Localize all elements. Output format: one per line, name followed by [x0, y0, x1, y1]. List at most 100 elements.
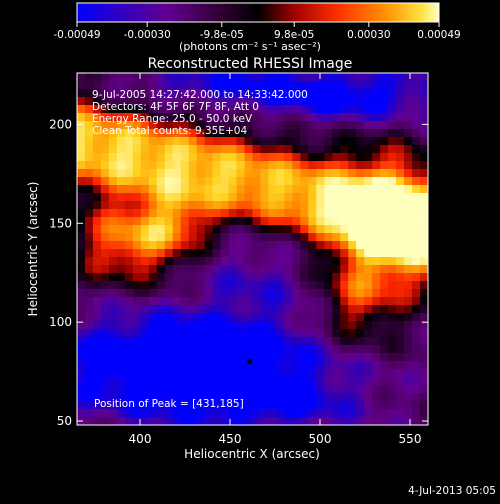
- heatmap-cell: [228, 137, 238, 146]
- heatmap-cell: [420, 209, 428, 218]
- heatmap-cell: [77, 401, 86, 410]
- heatmap-cell: [252, 281, 262, 290]
- heatmap-cell: [332, 329, 341, 338]
- heatmap-cell: [180, 81, 190, 90]
- heatmap-cell: [100, 273, 110, 282]
- heatmap-cell: [228, 353, 238, 362]
- heatmap-cell: [396, 241, 405, 250]
- heatmap-cell: [196, 249, 206, 258]
- heatmap-cell: [340, 81, 349, 90]
- heatmap-cell: [140, 393, 150, 402]
- heatmap-cell: [380, 417, 389, 425]
- heatmap-cell: [156, 97, 166, 106]
- heatmap-cell: [340, 73, 349, 82]
- heatmap-cell: [228, 233, 238, 242]
- heatmap-cell: [140, 153, 150, 162]
- heatmap-cell: [212, 97, 222, 106]
- heatmap-cell: [100, 153, 110, 162]
- heatmap-cell: [284, 409, 293, 418]
- heatmap-cell: [300, 89, 309, 98]
- heatmap-cell: [420, 137, 428, 146]
- heatmap-cell: [180, 401, 190, 410]
- heatmap-cell: [396, 361, 405, 370]
- heatmap-cell: [124, 385, 134, 394]
- heatmap-cell: [268, 129, 278, 138]
- heatmap-cell: [372, 225, 381, 234]
- heatmap-cell: [196, 329, 206, 338]
- heatmap-cell: [420, 169, 428, 178]
- heatmap-cell: [396, 145, 405, 154]
- heatmap-cell: [100, 337, 110, 346]
- heatmap-cell: [332, 345, 341, 354]
- heatmap-cell: [188, 145, 198, 154]
- heatmap-cell: [268, 257, 278, 266]
- heatmap-cell: [180, 121, 190, 130]
- heatmap-cell: [348, 217, 357, 226]
- heatmap-cell: [324, 337, 333, 346]
- heatmap-cell: [244, 401, 254, 410]
- heatmap-cell: [324, 113, 333, 122]
- heatmap-cell: [308, 313, 317, 322]
- heatmap-cell: [276, 169, 286, 178]
- heatmap-cell: [260, 273, 270, 282]
- heatmap-cell: [108, 193, 118, 202]
- heatmap-cell: [260, 169, 270, 178]
- heatmap-cell: [100, 329, 110, 338]
- heatmap-cell: [100, 321, 110, 330]
- heatmap-cell: [348, 321, 357, 330]
- heatmap-cell: [404, 281, 413, 290]
- heatmap-cell: [220, 81, 230, 90]
- heatmap-cell: [388, 137, 397, 146]
- heatmap-cell: [380, 345, 389, 354]
- heatmap-cell: [332, 169, 341, 178]
- heatmap-cell: [204, 73, 214, 82]
- heatmap-cell: [292, 281, 301, 290]
- heatmap-cell: [164, 233, 174, 242]
- heatmap-cell: [292, 145, 301, 154]
- heatmap-cell: [284, 73, 293, 82]
- heatmap-cell: [252, 137, 262, 146]
- heatmap-cell: [372, 137, 381, 146]
- heatmap-cell: [236, 185, 246, 194]
- heatmap-cell: [276, 321, 286, 330]
- heatmap-cell: [284, 233, 293, 242]
- heatmap-cell: [412, 241, 421, 250]
- heatmap-cell: [124, 97, 134, 106]
- heatmap-cell: [404, 225, 413, 234]
- heatmap-cell: [108, 177, 118, 186]
- heatmap-cell: [116, 153, 126, 162]
- heatmap-cell: [84, 401, 94, 410]
- heatmap-cell: [260, 161, 270, 170]
- heatmap-cell: [260, 361, 270, 370]
- heatmap-cell: [412, 313, 421, 322]
- heatmap-cell: [364, 417, 373, 425]
- heatmap-cell: [164, 409, 174, 418]
- heatmap-cell: [84, 265, 94, 274]
- heatmap-cell: [388, 361, 397, 370]
- heatmap-cell: [404, 273, 413, 282]
- heatmap-cell: [220, 353, 230, 362]
- heatmap-cell: [324, 273, 333, 282]
- heatmap-cell: [204, 249, 214, 258]
- heatmap-cell: [380, 201, 389, 210]
- heatmap-cell: [356, 417, 365, 425]
- heatmap-cell: [140, 305, 150, 314]
- heatmap-cell: [292, 225, 301, 234]
- heatmap-cell: [348, 393, 357, 402]
- heatmap-cell: [212, 377, 222, 386]
- heatmap-cell: [364, 121, 373, 130]
- heatmap-cell: [124, 225, 134, 234]
- heatmap-cell: [148, 313, 158, 322]
- heatmap-cell: [148, 385, 158, 394]
- heatmap-cell: [348, 337, 357, 346]
- heatmap-cell: [284, 209, 293, 218]
- heatmap-cell: [148, 281, 158, 290]
- x-tick-label: 500: [309, 432, 332, 446]
- heatmap-cell: [340, 321, 349, 330]
- heatmap-cell: [77, 369, 86, 378]
- heatmap-cell: [156, 169, 166, 178]
- heatmap-cell: [124, 209, 134, 218]
- heatmap-cell: [220, 273, 230, 282]
- heatmap-cell: [156, 153, 166, 162]
- heatmap-cell: [388, 409, 397, 418]
